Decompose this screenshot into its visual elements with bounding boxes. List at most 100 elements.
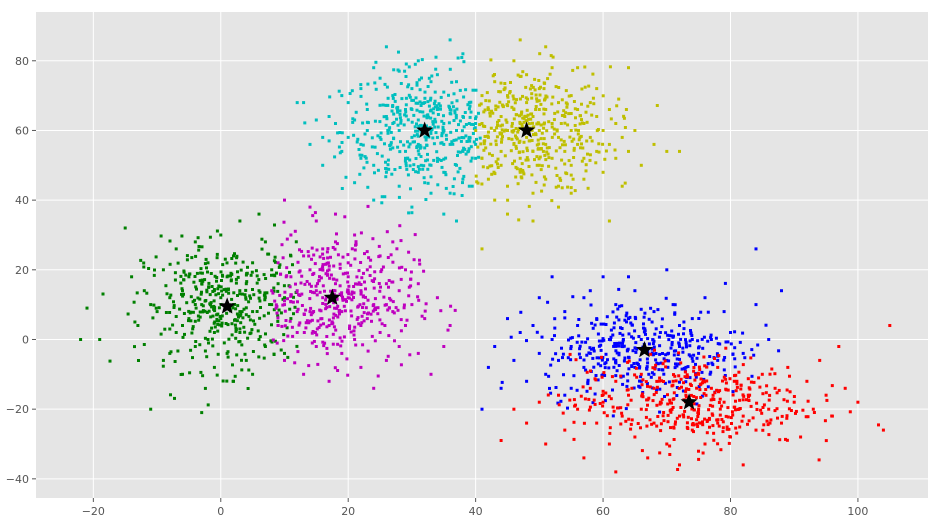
data-point bbox=[480, 407, 484, 411]
data-point bbox=[468, 104, 472, 108]
data-point bbox=[286, 297, 289, 301]
data-point bbox=[673, 366, 677, 370]
data-point bbox=[365, 129, 369, 132]
data-point bbox=[390, 109, 394, 113]
data-point bbox=[249, 273, 253, 277]
data-point bbox=[762, 423, 766, 427]
data-point bbox=[384, 160, 387, 164]
data-point bbox=[182, 292, 185, 296]
data-point bbox=[735, 379, 739, 383]
data-point bbox=[421, 110, 425, 114]
data-point bbox=[547, 156, 551, 160]
data-point bbox=[658, 344, 662, 348]
data-point bbox=[511, 162, 515, 166]
data-point bbox=[397, 69, 401, 73]
data-point bbox=[684, 389, 688, 393]
data-point bbox=[607, 142, 611, 146]
data-point bbox=[561, 356, 564, 360]
data-point bbox=[378, 135, 382, 139]
data-point bbox=[686, 375, 690, 379]
data-point bbox=[626, 372, 630, 376]
data-point bbox=[633, 435, 637, 439]
data-point bbox=[650, 371, 654, 375]
data-point bbox=[670, 329, 674, 333]
data-point bbox=[353, 338, 357, 341]
data-point bbox=[767, 398, 771, 402]
data-point bbox=[376, 168, 380, 172]
data-point bbox=[289, 300, 293, 303]
data-point bbox=[343, 215, 347, 219]
data-point bbox=[593, 377, 597, 381]
data-point bbox=[637, 335, 641, 338]
data-point bbox=[755, 408, 759, 411]
data-point bbox=[694, 396, 698, 400]
data-point bbox=[407, 250, 411, 254]
data-point bbox=[345, 299, 348, 303]
data-point bbox=[594, 161, 598, 165]
data-point bbox=[378, 318, 382, 322]
data-point bbox=[503, 82, 507, 85]
data-point bbox=[418, 100, 422, 104]
data-point bbox=[336, 131, 340, 135]
data-point bbox=[692, 408, 696, 412]
data-point bbox=[466, 103, 470, 107]
data-point bbox=[279, 272, 283, 276]
data-point bbox=[608, 431, 612, 435]
data-point bbox=[359, 156, 363, 160]
data-point bbox=[746, 377, 750, 381]
data-point bbox=[496, 120, 499, 124]
data-point bbox=[460, 136, 464, 139]
data-point bbox=[811, 407, 815, 411]
data-point bbox=[747, 419, 751, 423]
data-point bbox=[497, 90, 501, 94]
data-point bbox=[415, 122, 418, 126]
data-point bbox=[608, 426, 612, 430]
data-point bbox=[386, 158, 390, 162]
data-point bbox=[724, 377, 728, 381]
data-point bbox=[384, 358, 388, 362]
data-point bbox=[484, 99, 488, 103]
data-point bbox=[730, 422, 733, 425]
data-point bbox=[679, 361, 683, 365]
data-point bbox=[592, 349, 596, 353]
data-point bbox=[499, 81, 503, 85]
data-point bbox=[557, 135, 560, 139]
data-point bbox=[560, 186, 564, 190]
data-point bbox=[206, 338, 210, 341]
data-point bbox=[553, 317, 557, 321]
data-point bbox=[308, 297, 312, 301]
data-point bbox=[632, 362, 636, 365]
data-point bbox=[347, 284, 351, 288]
data-point bbox=[633, 329, 637, 333]
data-point bbox=[622, 359, 626, 363]
data-point bbox=[607, 338, 611, 341]
data-point bbox=[767, 407, 771, 411]
data-point bbox=[360, 153, 364, 157]
data-point bbox=[655, 424, 659, 428]
data-point bbox=[507, 137, 511, 141]
data-point bbox=[627, 359, 631, 363]
data-point bbox=[543, 81, 547, 85]
data-point bbox=[350, 89, 354, 93]
data-point bbox=[666, 365, 670, 369]
data-point bbox=[688, 344, 692, 348]
data-point bbox=[614, 156, 618, 160]
data-point bbox=[258, 290, 262, 294]
data-point bbox=[435, 150, 439, 154]
data-point bbox=[521, 150, 525, 154]
data-point bbox=[275, 341, 279, 345]
data-point bbox=[540, 131, 544, 135]
data-point bbox=[272, 352, 276, 356]
data-point bbox=[685, 345, 688, 349]
data-point bbox=[684, 365, 688, 369]
data-point bbox=[440, 165, 444, 169]
data-point bbox=[180, 287, 184, 291]
data-point bbox=[205, 266, 208, 270]
data-point bbox=[216, 329, 220, 333]
data-point bbox=[738, 407, 742, 410]
data-point bbox=[267, 252, 271, 256]
data-point bbox=[409, 187, 412, 191]
data-point bbox=[582, 358, 586, 362]
data-point bbox=[741, 351, 745, 355]
data-point bbox=[230, 257, 234, 260]
